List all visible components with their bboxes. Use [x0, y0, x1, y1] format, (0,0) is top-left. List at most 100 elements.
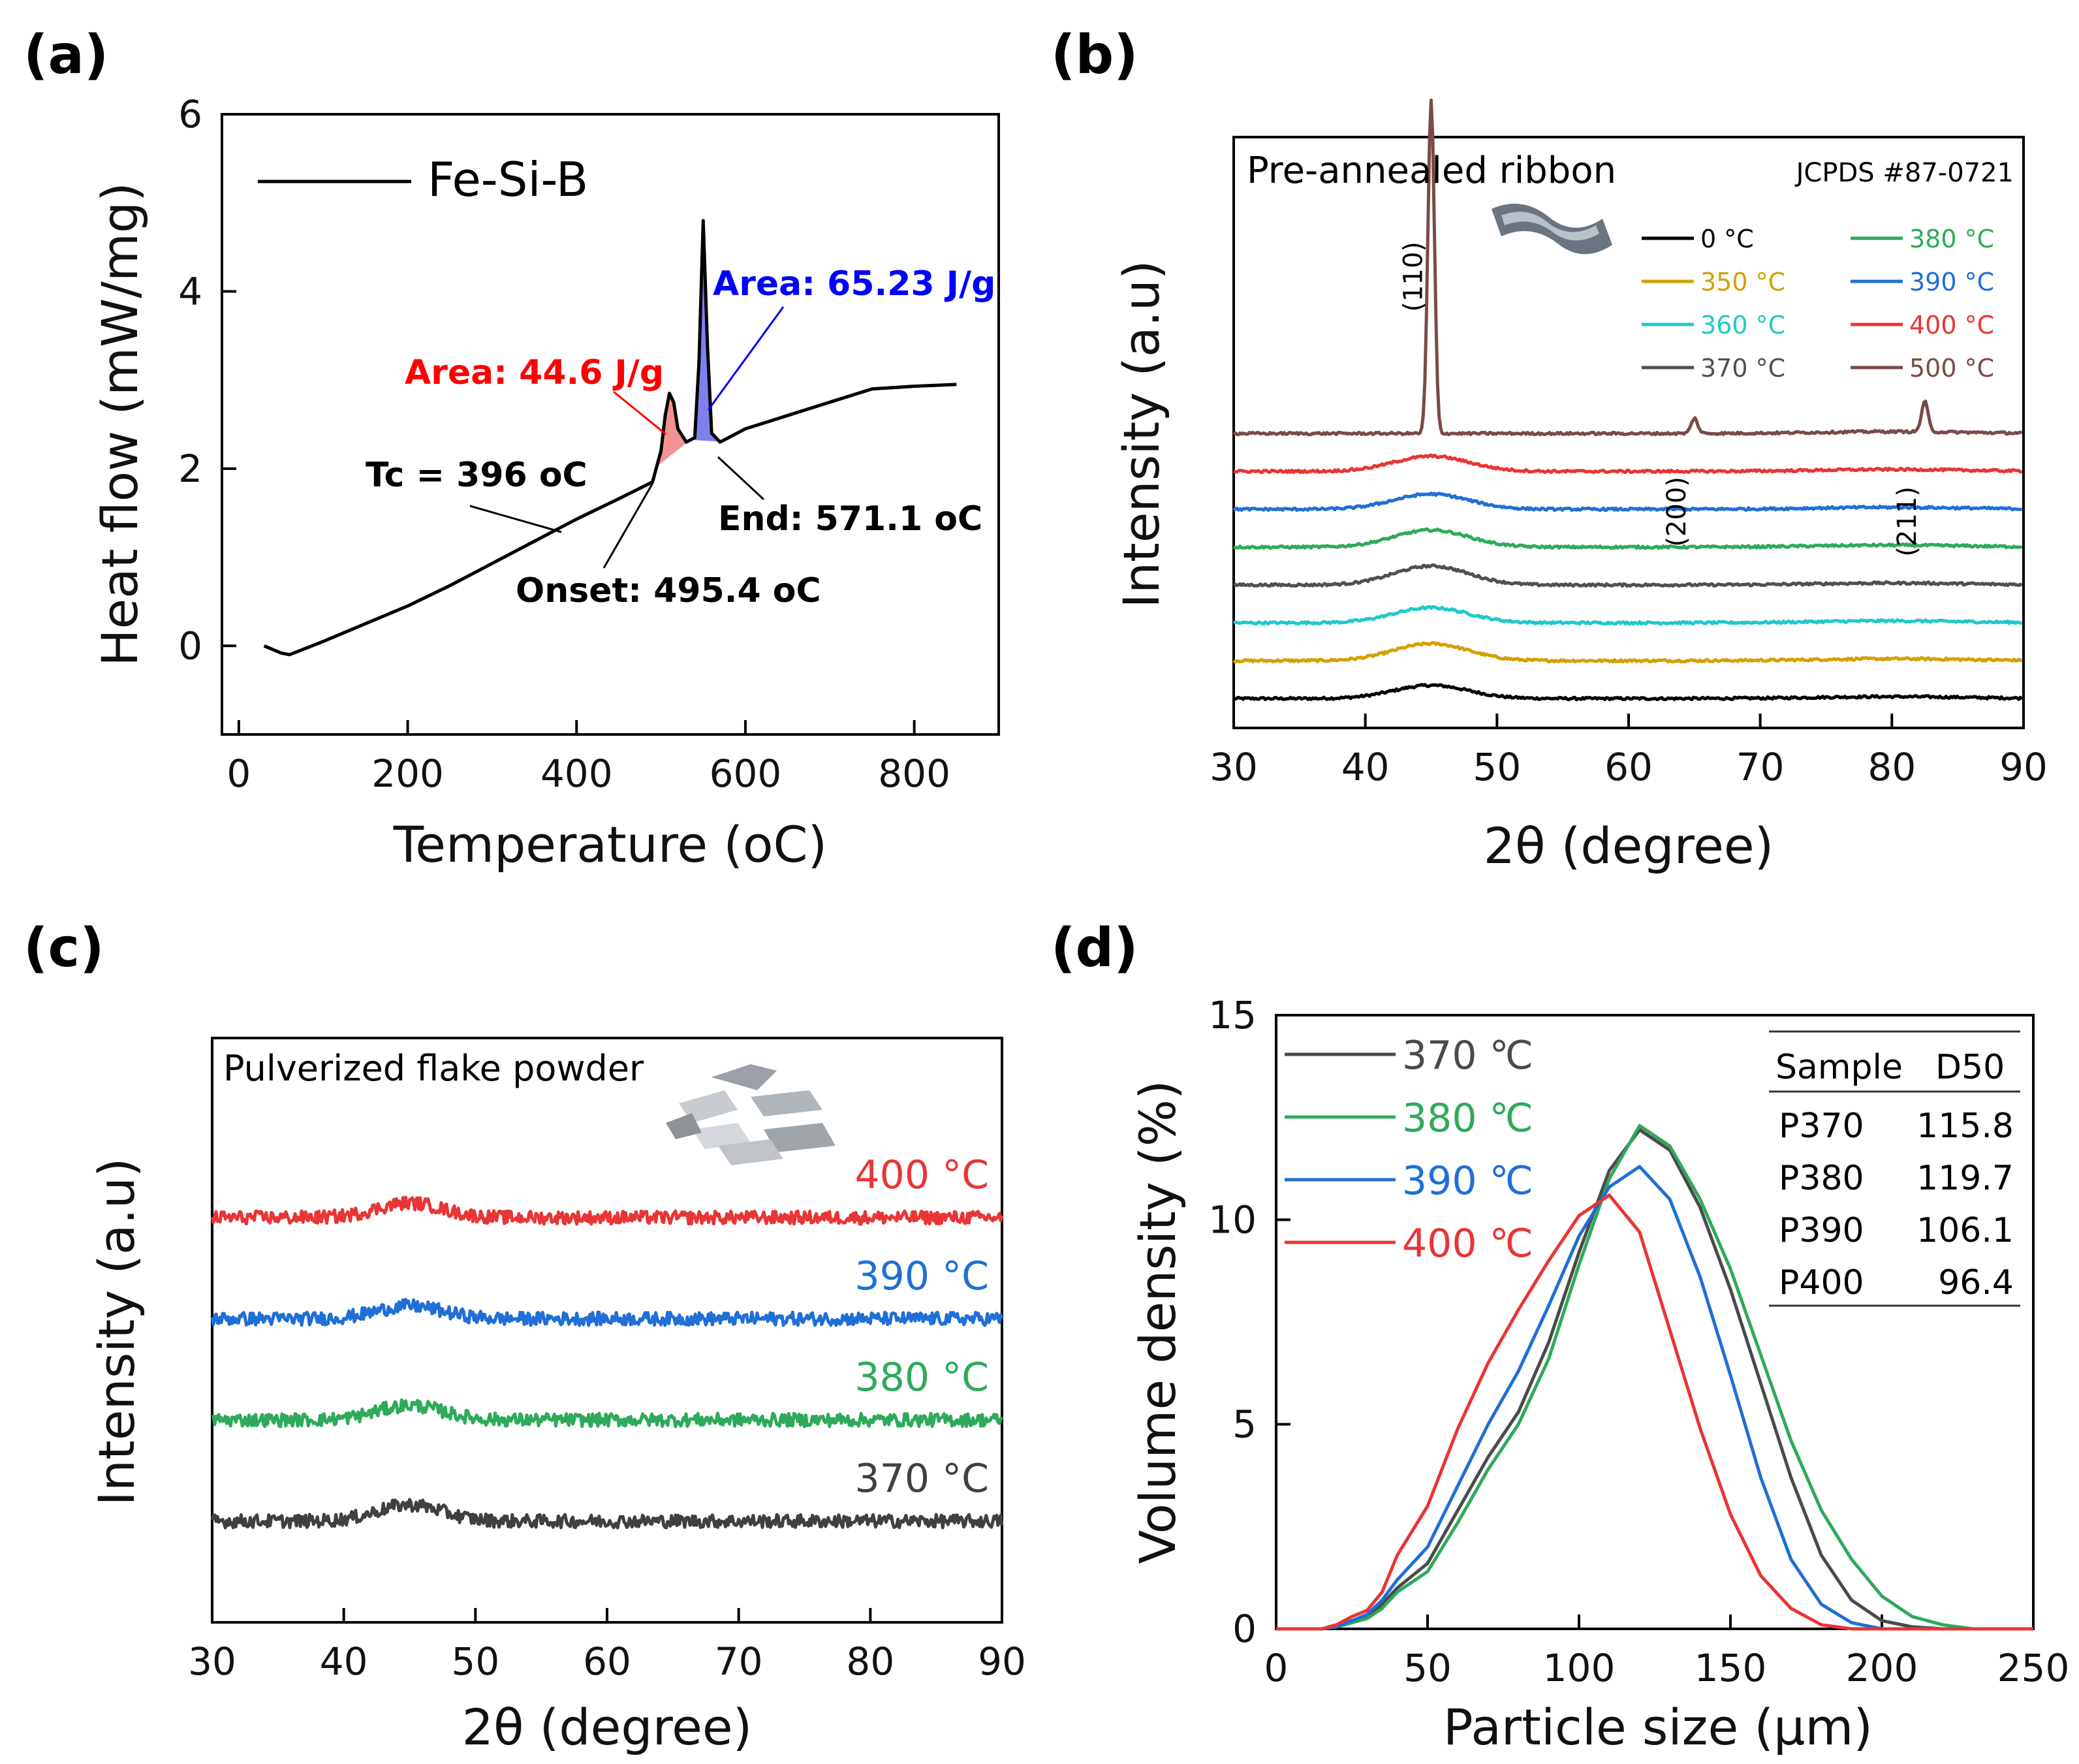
psd-series-380	[1276, 1124, 2033, 1631]
annotation-end-pointer	[717, 456, 765, 501]
table-header-sample: Sample	[1775, 1048, 1903, 1087]
panel-d-xtick-label: 250	[1997, 1646, 2070, 1690]
peak-label-110: (110)	[1399, 242, 1429, 312]
panel-a-frame	[221, 113, 1000, 736]
xrd-series-360-c	[1232, 605, 2022, 626]
annotation-area-red-pointer	[613, 390, 666, 435]
annotation-end: End: 571.1 oC	[718, 499, 982, 539]
table-cell-sample: P370	[1779, 1107, 1864, 1146]
d50-table: Sample D50 P370 115.8 P380 119.7 P390 106.1 P4…	[1769, 1030, 2020, 1307]
table-cell-sample: P390	[1779, 1211, 1864, 1250]
panel-d-ytick-label: 15	[1208, 993, 1257, 1037]
panel-b-xtick-label: 70	[1736, 745, 1785, 789]
panel-a-xtick-label: 0	[227, 751, 251, 796]
annotation-tc-pointer	[469, 505, 562, 533]
powder-series-370-c	[210, 1498, 1004, 1530]
panel-c-xtick-label: 30	[188, 1639, 236, 1684]
annotation-area-blue: Area: 65.23 J/g	[713, 264, 995, 304]
panel-d-xtick-label: 100	[1543, 1646, 1616, 1690]
xrd-series-350-c	[1232, 641, 2023, 664]
panel-a-xlabel: Temperature (oC)	[393, 815, 827, 874]
panel-d-xtick-label: 50	[1403, 1646, 1452, 1690]
series-fe-si-b	[263, 219, 957, 657]
table-cell-sample: P400	[1779, 1263, 1864, 1302]
legend-label-fe-si-b: Fe-Si-B	[428, 152, 588, 207]
flake-powder-icon	[666, 1064, 836, 1165]
panel-c-xlabel: 2θ (degree)	[462, 1698, 753, 1756]
powder-series-380-c	[211, 1398, 1003, 1428]
panel-label-a: (a)	[23, 24, 108, 86]
legend-label-390: 390 ℃	[1402, 1158, 1533, 1204]
panel-b-xtick-label: 80	[1868, 745, 1916, 789]
panel-d: 0 50 100 150 200 250 0 5 10 15 370 ℃ 380 ℃ 390 ℃ 40…	[1129, 993, 2069, 1756]
legend-label-380-c: 380 °C	[1909, 225, 1994, 253]
panel-d-ytick-label: 0	[1232, 1607, 1257, 1651]
panel-a-xtick-label: 600	[710, 751, 782, 796]
panel-b-xtick-label: 90	[1999, 745, 2048, 789]
xrd-series-370-c	[1232, 563, 2023, 588]
panel-b-xtick-label: 60	[1604, 745, 1653, 789]
annotation-onset: Onset: 495.4 oC	[516, 571, 821, 610]
panel-a: 0 200 400 600 800 0 2 4 6 Fe-Si-B Area: 44.6 J/…	[91, 92, 1000, 874]
panel-c-ylabel: Intensity (a.u)	[87, 1158, 146, 1505]
annotation-onset-pointer	[602, 482, 654, 569]
table-cell-d50: 115.8	[1916, 1107, 2014, 1146]
panel-a-ylabel: Heat flow (mW/mg)	[91, 182, 149, 666]
panel-b-ylabel: Intensity (a.u)	[1112, 260, 1170, 608]
panel-b-xtick-label: 30	[1210, 745, 1258, 789]
panel-a-xtick-label: 200	[371, 751, 444, 796]
panel-c-xtick-label: 60	[583, 1639, 631, 1684]
table-cell-d50: 119.7	[1916, 1159, 2014, 1198]
panel-c-title: Pulverized flake powder	[223, 1048, 644, 1089]
panel-label-c: (c)	[23, 917, 104, 979]
series-label-370-c: 370 °C	[855, 1456, 990, 1502]
panel-a-ytick-label: 0	[178, 623, 202, 668]
legend-label-360-c: 360 °C	[1700, 311, 1785, 339]
annotation-area-blue-pointer	[707, 306, 785, 411]
panel-a-ytick-label: 6	[178, 92, 202, 136]
panel-c-xtick-label: 40	[320, 1639, 368, 1684]
psd-series-400	[1276, 1193, 2033, 1631]
table-cell-d50: 96.4	[1938, 1263, 2014, 1302]
legend-label-350-c: 350 °C	[1700, 268, 1785, 296]
panel-a-xtick-label: 400	[540, 751, 613, 796]
shaded-peak-1	[657, 393, 691, 467]
xrd-series-390-c	[1232, 492, 2022, 512]
annotation-tc: Tc = 396 oC	[366, 456, 587, 495]
psd-series-370	[1276, 1128, 2033, 1631]
peak-label-200: (200)	[1662, 477, 1692, 547]
panel-c-frame	[211, 1037, 1003, 1624]
panel-c-xtick-label: 90	[978, 1639, 1026, 1684]
legend-label-400-c: 400 °C	[1909, 311, 1994, 339]
panel-c-xtick-label: 50	[451, 1639, 499, 1684]
panel-d-ytick-label: 5	[1232, 1402, 1257, 1447]
series-label-390-c: 390 °C	[855, 1253, 990, 1299]
xrd-series-0-c	[1232, 683, 2024, 702]
panel-d-ylabel: Volume density (%)	[1129, 1080, 1187, 1564]
legend-label-390-c: 390 °C	[1909, 268, 1994, 296]
powder-series-400-c	[210, 1195, 1004, 1226]
panel-a-ytick-label: 2	[178, 447, 202, 491]
panel-c-xtick-label: 80	[846, 1639, 894, 1684]
panel-b-reference: JCPDS #87-0721	[1794, 158, 2014, 188]
panel-b-title: Pre-annealed ribbon	[1247, 150, 1616, 192]
panel-d-xtick-label: 200	[1846, 1646, 1918, 1690]
panel-b-xtick-label: 40	[1341, 745, 1390, 789]
xrd-series-500-c	[1232, 99, 2023, 437]
legend-label-370-c: 370 °C	[1700, 354, 1785, 383]
legend-label-380: 380 ℃	[1402, 1095, 1533, 1141]
table-header-d50: D50	[1935, 1048, 2005, 1087]
panel-label-d: (d)	[1051, 917, 1138, 979]
panel-d-xtick-label: 150	[1695, 1646, 1767, 1690]
panel-b: 30 40 50 60 70 80 90 (110) (200) (211) 0 °C 350 °…	[1112, 99, 2048, 875]
panel-b-xtick-label: 50	[1473, 745, 1521, 789]
panel-a-ytick-label: 4	[178, 269, 202, 313]
series-label-380-c: 380 °C	[855, 1355, 990, 1400]
table-cell-d50: 106.1	[1916, 1211, 2014, 1250]
peak-label-211: (211)	[1892, 486, 1922, 557]
panel-d-xlabel: Particle size (μm)	[1443, 1698, 1873, 1756]
panel-a-xtick-label: 800	[878, 751, 950, 796]
panel-d-frame	[1275, 1014, 2035, 1630]
legend-label-500-c: 500 °C	[1909, 354, 1994, 383]
xrd-series-380-c	[1233, 527, 2022, 550]
